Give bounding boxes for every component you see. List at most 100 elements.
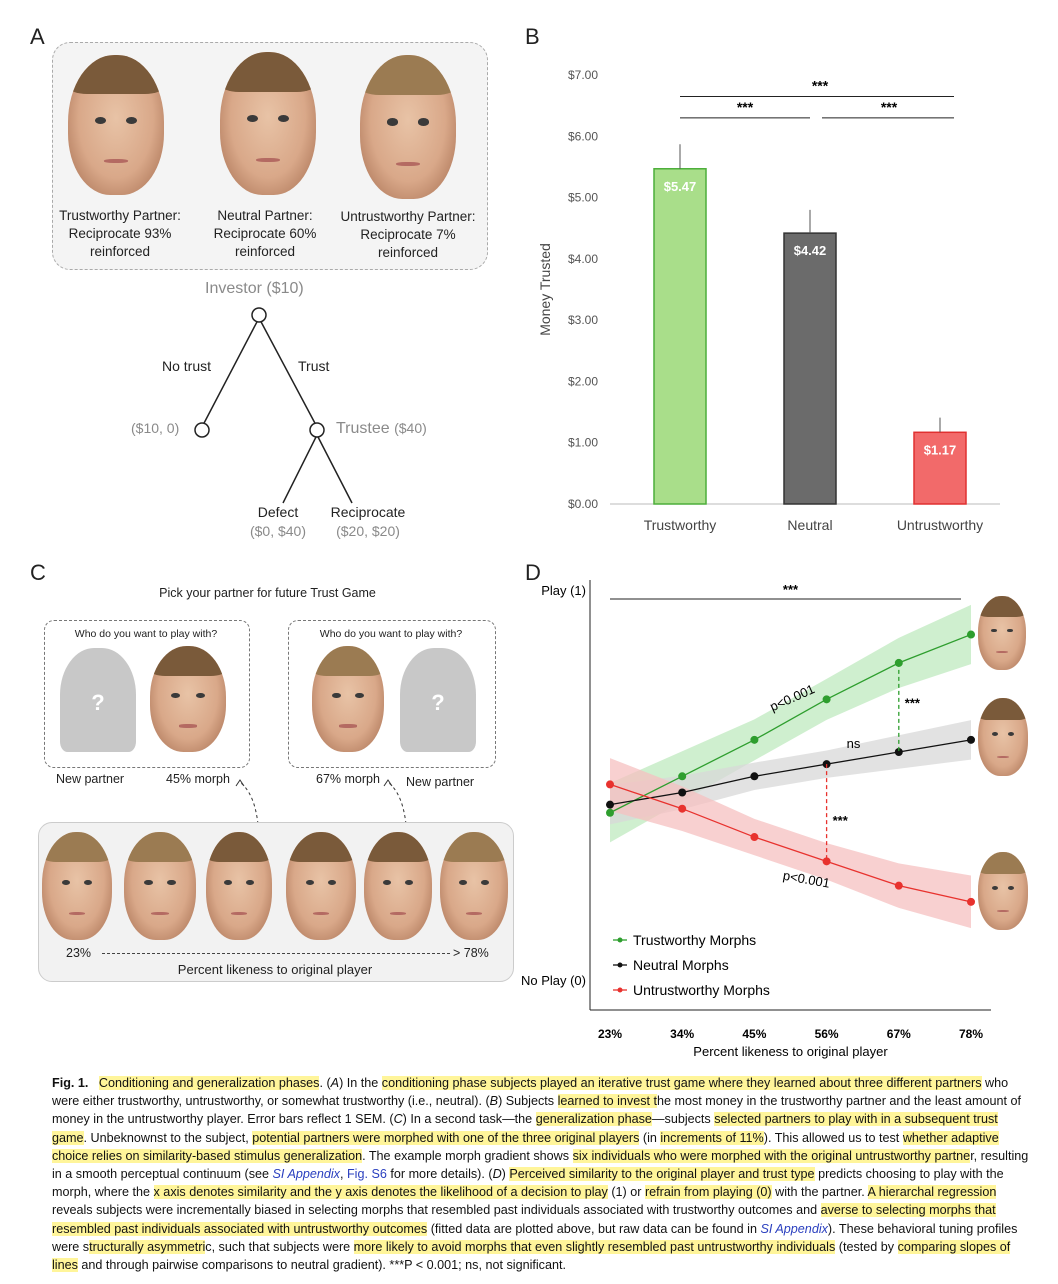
- trustworthy-original-face: [978, 596, 1026, 670]
- caption-text: (tested by: [835, 1239, 898, 1254]
- series-line: [609, 783, 972, 903]
- confidence-band: [610, 758, 971, 929]
- caption-text: ): [501, 1167, 510, 1182]
- caption-highlight: generalization phase: [535, 1112, 652, 1127]
- ns-label: ns: [847, 736, 861, 751]
- data-point: [967, 735, 975, 744]
- y-tick-label: $3.00: [568, 313, 598, 327]
- caption-highlight: A hierarchal regression: [867, 1185, 997, 1200]
- legend-label: Trustworthy Morphs: [633, 932, 756, 948]
- data-point: [678, 804, 687, 813]
- panel-letter-d: D: [525, 560, 541, 585]
- bar-value-label: $4.42: [794, 243, 827, 258]
- significance-label: ***: [737, 99, 754, 115]
- new-partner-label-right: New partner: [406, 775, 475, 789]
- defect-payoff: ($0, $40): [249, 523, 307, 539]
- neutral-partner-face: [220, 52, 316, 195]
- morph-gradient-face: [286, 832, 356, 940]
- caption-text: (fitted data are plotted above, but raw …: [427, 1221, 761, 1236]
- category-label: Untrustworthy: [897, 517, 983, 533]
- legend-swatch-point: [617, 937, 623, 943]
- bar-neutral: [783, 232, 837, 505]
- y-tick-label: $5.00: [568, 191, 598, 205]
- series-line: [609, 739, 972, 806]
- caption-text: . The example morph gradient shows: [362, 1148, 573, 1163]
- caption-text: c, such that subjects were: [205, 1239, 354, 1254]
- data-point: [967, 897, 975, 906]
- reciprocate-outcome: Reciprocate ($20, $20): [318, 503, 418, 541]
- y-tick-label-top: Play (1): [541, 583, 586, 598]
- data-point: [750, 772, 759, 781]
- investor-label: Investor ($10): [205, 280, 304, 297]
- data-point: [967, 630, 975, 639]
- trustee-node: [309, 422, 325, 438]
- caption-text: ). These behavioral tuning profiles were…: [52, 1221, 1018, 1254]
- no-trust-node: [194, 422, 210, 438]
- caption-text: C: [393, 1112, 403, 1127]
- caption-highlight: conditioning phase subjects played an it…: [381, 1076, 982, 1090]
- partner-note: reinforced: [234, 244, 296, 259]
- data-point: [894, 881, 903, 890]
- significance-label: ***: [783, 582, 799, 597]
- caption-text: ) In the: [339, 1076, 382, 1090]
- panel-letter-b: B: [525, 24, 540, 49]
- new-partner-label-left: New partner: [56, 772, 125, 786]
- game-tree: [194, 307, 353, 504]
- no-trust-payoff: ($10, 0): [131, 420, 180, 436]
- partner-rate: Reciprocate 7%: [360, 227, 456, 242]
- morph-gradient-face: [124, 832, 196, 940]
- choice-question-left: Who do you want to play with?: [74, 628, 218, 640]
- significance-label: ***: [833, 813, 849, 828]
- caption-highlight: x axis denotes similarity and the y axis…: [153, 1185, 608, 1200]
- morph-choice-line-chart: Play (1) No Play (0) 23% 34% 45% 56% 67% 78% Per…: [521, 580, 991, 1059]
- figure-caption: Fig. 1. Conditioning and generalization …: [52, 1074, 1036, 1274]
- panel-c-title: Pick your partner for future Trust Game: [159, 586, 376, 600]
- reciprocate-label: Reciprocate: [330, 504, 406, 520]
- caption-text: A: [330, 1076, 340, 1090]
- caption-body: Conditioning and generalization phases . …: [52, 1076, 1028, 1273]
- y-tick-label: $6.00: [568, 129, 598, 143]
- caption-text: for more details). (: [386, 1167, 493, 1182]
- caption-text: predicts choosing to play with the morph…: [52, 1167, 1004, 1200]
- trustee-amount: ($40): [394, 420, 427, 436]
- partner-rate: Reciprocate 93%: [68, 226, 172, 241]
- data-point: [750, 735, 759, 744]
- trustworthy-partner-caption: Trustworthy Partner: Reciprocate 93% rei…: [55, 207, 185, 261]
- partner-label: Neutral Partner:: [217, 208, 313, 223]
- series-line: [609, 633, 972, 814]
- gradient-axis-label: Percent likeness to original player: [177, 962, 373, 977]
- caption-highlight: Conditioning and generalization phases: [98, 1076, 320, 1090]
- data-point: [606, 780, 614, 789]
- x-tick-label: 56%: [815, 1027, 839, 1041]
- gradient-start-label: 23%: [66, 946, 92, 960]
- unknown-mark: ?: [91, 689, 105, 715]
- untrustworthy-partner-face: [360, 55, 456, 199]
- caption-highlight: more likely to avoid morphs that even sl…: [353, 1239, 836, 1254]
- category-label: Neutral: [787, 517, 832, 533]
- caption-highlight: increments of 11%: [660, 1130, 764, 1145]
- neutral-original-face: [978, 698, 1028, 776]
- x-tick-label: 23%: [598, 1027, 622, 1041]
- trustee-label: Trustee ($40): [336, 420, 427, 438]
- caption-link[interactable]: SI Appendix: [760, 1221, 828, 1236]
- caption-link[interactable]: SI Appendix: [272, 1167, 340, 1182]
- caption-link[interactable]: Fig. S6: [346, 1167, 387, 1182]
- untrustworthy-partner-caption: Untrustworthy Partner: Reciprocate 7% re…: [332, 208, 484, 262]
- panel-letter-a: A: [30, 24, 45, 49]
- caption-highlight: six individuals who were morphed with th…: [572, 1148, 971, 1163]
- data-point: [606, 808, 614, 817]
- data-point: [822, 857, 831, 866]
- partner-rate: Reciprocate 60%: [213, 226, 317, 241]
- data-point: [606, 800, 614, 809]
- caption-text: with the partner.: [771, 1185, 868, 1200]
- category-label: Trustworthy: [644, 517, 717, 533]
- caption-highlight: potential partners were morphed with one…: [252, 1130, 640, 1145]
- x-tick-label: 67%: [887, 1027, 911, 1041]
- x-tick-label: 45%: [742, 1027, 766, 1041]
- significance-label: ***: [881, 99, 898, 115]
- data-point: [750, 833, 759, 842]
- morph-67-label: 67% morph: [316, 772, 380, 786]
- caption-text: ) Subjects: [498, 1094, 558, 1109]
- choice-question-right: Who do you want to play with?: [319, 628, 463, 640]
- data-point: [678, 772, 687, 781]
